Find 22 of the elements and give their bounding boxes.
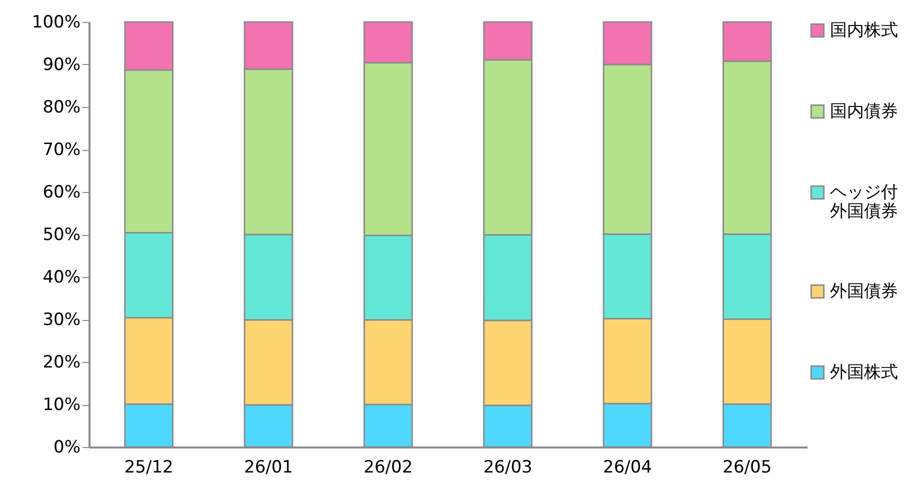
legend-label: 外国株式 bbox=[830, 362, 898, 382]
legend-label: 外国債券 bbox=[830, 282, 898, 302]
y-tick-label: 100% bbox=[32, 12, 80, 32]
x-tick-label: 26/04 bbox=[603, 458, 652, 478]
y-tick-label: 90% bbox=[42, 55, 80, 75]
legend-label: ヘッジ付外国債券 bbox=[830, 182, 898, 222]
x-tick-label: 26/01 bbox=[244, 458, 293, 478]
y-tick-label: 20% bbox=[42, 352, 80, 372]
y-tick-label: 40% bbox=[42, 268, 80, 288]
y-tick-label: 10% bbox=[42, 395, 80, 415]
y-tick-label: 60% bbox=[42, 182, 80, 202]
legend-label: 国内株式 bbox=[830, 20, 898, 40]
y-tick-label: 70% bbox=[42, 140, 80, 160]
y-tick-label: 50% bbox=[42, 225, 80, 245]
x-tick-label: 25/12 bbox=[124, 458, 174, 478]
y-tick-label: 80% bbox=[42, 98, 80, 118]
y-tick-label: 0% bbox=[54, 438, 80, 458]
x-tick-label: 26/03 bbox=[483, 458, 532, 478]
x-tick-label: 26/05 bbox=[722, 458, 772, 478]
legend-label: 国内債券 bbox=[830, 102, 898, 122]
y-tick-label: 30% bbox=[42, 310, 80, 330]
x-tick-label: 26/02 bbox=[364, 458, 413, 478]
